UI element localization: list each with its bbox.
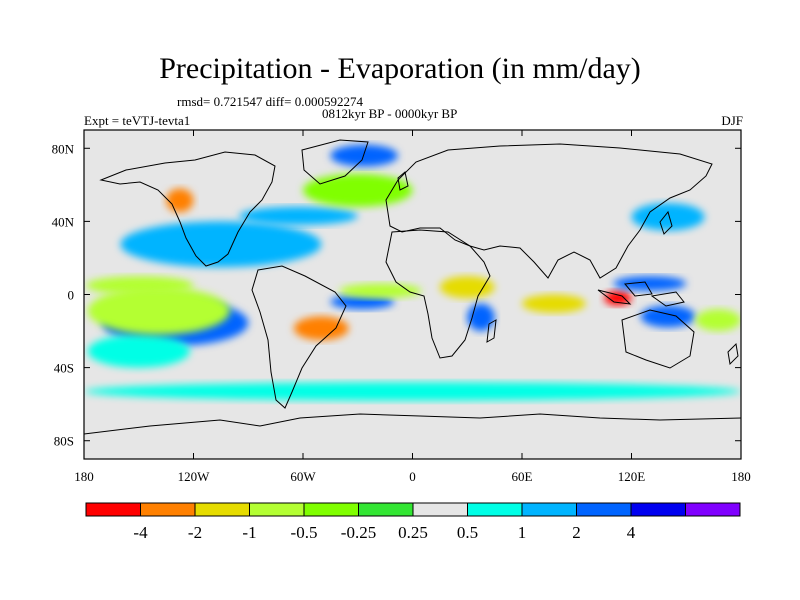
colorbar-swatch [249,502,305,517]
field-region [330,144,398,167]
field-region [120,221,322,268]
colorbar-swatch [685,502,741,517]
lat-tick-label: 80N [52,141,75,156]
colorbar-label: -2 [188,523,202,542]
field-layer [84,144,741,401]
field-region [695,309,741,332]
coast-maritime-2 [624,281,653,297]
field-region [467,303,495,332]
stats-line: rmsd= 0.721547 diff= 0.000592274 [177,94,363,109]
field-region [87,334,190,368]
coast-eurasia [385,143,713,279]
experiment-label: Expt = teVTJ-tevta1 [84,113,191,128]
map-title: Precipitation - Evaporation (in mm/day) [159,52,641,85]
field-region [339,283,422,299]
lon-tick-label: 120E [618,469,646,484]
field-region [303,173,413,207]
lon-tick-label: 180 [731,469,751,484]
field-region [631,203,705,231]
colorbar-swatch [303,502,359,517]
colorbar-swatch [576,502,632,517]
coast-south-america [251,265,347,409]
coast-japan [659,210,673,235]
axis-ticks [83,130,742,459]
coast-north-america [99,151,276,267]
field-region [439,276,495,299]
coast-madagascar [486,319,497,343]
colorbar-swatch [467,502,523,517]
colorbar-swatch [521,502,577,517]
field-region [239,206,358,226]
coast-greenland [301,139,369,185]
field-region [604,290,632,306]
field-region [613,276,687,291]
colorbar-label: 2 [572,523,581,542]
lat-tick-label: 40S [54,361,74,376]
colorbar-label: -0.5 [291,523,318,542]
coast-africa [385,229,491,359]
coast-new-zealand [727,342,739,366]
coast-antarctica [84,413,741,435]
lat-tick-label: 40N [52,214,75,229]
colorbar: -4 -2 -1 -0.5 -0.25 0.25 0.5 1 2 4 [85,502,741,542]
axis-tick-labels: 180 120W 60W 0 60E 120E 180 80N 40N 0 40S 80S [52,141,751,484]
lon-tick-label: 0 [409,469,416,484]
lon-tick-label: 180 [74,469,94,484]
field-region [87,287,230,335]
field-region [166,188,194,213]
lat-tick-label: 0 [68,288,75,303]
field-region [293,316,349,341]
lon-tick-label: 120W [178,469,211,484]
colorbar-label: -4 [133,523,148,542]
field-region [522,294,586,313]
colorbar-label: 0.25 [398,523,428,542]
colorbar-label: 4 [627,523,636,542]
colorbar-label: -1 [242,523,256,542]
colorbar-swatch [358,502,414,517]
colorbar-swatch [85,502,141,517]
colorbar-swatch [194,502,250,517]
lon-tick-label: 60E [512,469,533,484]
colorbar-swatch [412,502,468,517]
coast-maritime-3 [650,291,685,307]
colorbar-label: -0.25 [341,523,376,542]
colorbar-label: 1 [518,523,527,542]
coastlines [84,139,741,435]
coast-australia [621,309,695,369]
lon-tick-label: 60W [290,469,316,484]
field-region [330,294,395,310]
lat-tick-label: 80S [54,434,74,449]
colorbar-swatch [140,502,196,517]
field-region [84,382,741,401]
colorbar-label: 0.5 [457,523,478,542]
colorbar-swatch [630,502,686,517]
field-region [640,305,696,328]
season-label: DJF [721,113,743,128]
period-line: 0812kyr BP - 0000kyr BP [322,106,458,121]
coast-maritime-1 [597,289,632,305]
coast-uk [397,171,409,191]
